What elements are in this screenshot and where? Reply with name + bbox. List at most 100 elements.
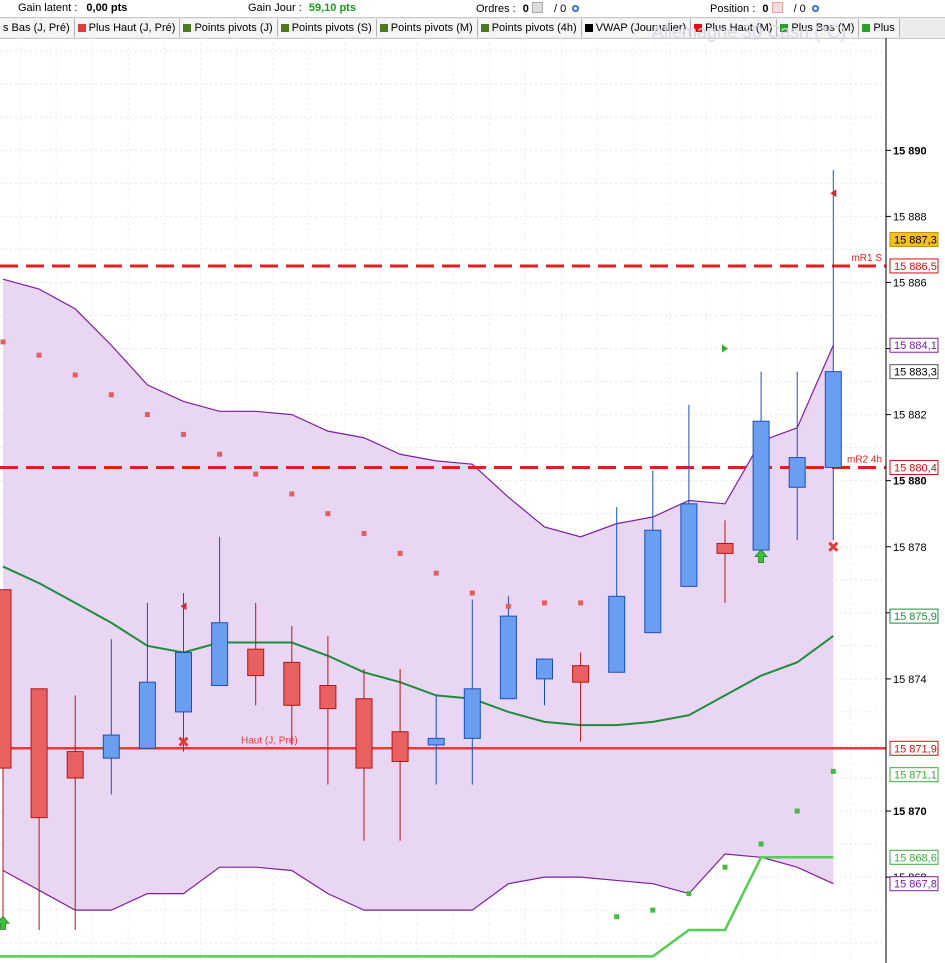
price-tag	[889, 740, 939, 756]
sar-dot	[72, 372, 78, 378]
indicator-tab-label: s Bas (J, Pré)	[3, 22, 70, 34]
indicator-color-swatch	[183, 24, 192, 32]
sell-cross-icon	[178, 736, 189, 747]
price-tag	[889, 337, 939, 353]
candle-body	[716, 542, 734, 554]
indicator-tab[interactable]: Points pivots (S)	[277, 19, 377, 37]
close-orders-icon[interactable]	[531, 2, 543, 13]
candle-body	[824, 371, 842, 468]
indicator-tab-label: Plus Haut (M)	[705, 22, 773, 34]
indicator-tabs: s Bas (J, Pré) Plus Haut (J, Pré) Points p…	[0, 17, 945, 39]
indicator-tab-label: Points pivots (M)	[390, 22, 473, 34]
price-tag	[889, 232, 939, 248]
sar-dot	[253, 471, 259, 477]
candle-body	[499, 615, 517, 700]
indicator-tab[interactable]: VWAP (Journalier)	[581, 19, 692, 37]
gear-icon[interactable]	[570, 3, 581, 14]
sar-dot	[830, 768, 836, 774]
envelope-upper-line	[2, 278, 834, 538]
buy-arrow-icon	[0, 915, 10, 930]
candle-body	[680, 503, 698, 587]
sar-dot	[144, 412, 150, 418]
sar-dot	[325, 511, 331, 517]
price-tag-label: 15 883,3	[894, 367, 937, 379]
sar-dot	[0, 339, 6, 345]
indicator-tab[interactable]: s Bas (J, Pré)	[0, 19, 75, 37]
price-tag	[889, 258, 939, 274]
price-tag	[889, 767, 939, 783]
candle-body	[608, 595, 626, 673]
candle-body	[30, 688, 48, 819]
lowest-low-line	[0, 856, 834, 958]
candle-body	[572, 665, 590, 683]
price-tag-label: 15 887,3	[894, 235, 937, 247]
candle-body	[536, 658, 553, 680]
sar-dot	[108, 392, 114, 398]
sar-dot	[217, 451, 223, 457]
sar-dot	[361, 531, 367, 537]
indicator-color-swatch	[862, 24, 871, 32]
price-tag-label: 15 867,8	[894, 879, 937, 891]
indicator-tab[interactable]: Plus Haut (M)	[691, 19, 778, 37]
signal-triangle-icon	[180, 602, 187, 611]
pivot-line-label: mR2 4h	[847, 454, 882, 465]
sar-dot	[578, 600, 584, 606]
price-tag-label: 15 875,9	[894, 611, 937, 623]
indicator-color-swatch	[584, 24, 593, 32]
price-tag	[889, 876, 939, 892]
price-tag	[889, 459, 939, 475]
indicator-color-swatch	[780, 24, 789, 32]
price-tag	[889, 364, 939, 380]
price-tick-label: 15 888	[893, 211, 927, 223]
candle-body	[175, 651, 192, 713]
candle-body	[644, 529, 662, 634]
signal-triangle-icon	[722, 344, 728, 353]
candle-body	[463, 688, 481, 739]
indicator-tab[interactable]: Points pivots (4h)	[477, 19, 582, 37]
gear-icon[interactable]	[810, 3, 821, 14]
gain-jour: Gain Jour : 59,10 pts	[248, 2, 356, 14]
signal-triangle-icon	[830, 189, 837, 198]
sar-dot	[758, 841, 764, 847]
candle-body	[355, 698, 373, 769]
indicator-tab-label: Points pivots (4h)	[491, 22, 577, 34]
high-line-label: Haut (J, Pré)	[241, 735, 298, 746]
pivot-line-label: mR1 S	[851, 253, 882, 264]
candle-body	[211, 622, 229, 686]
candle-body	[102, 734, 120, 759]
indicator-tab[interactable]: Plus	[859, 19, 900, 37]
sar-dot	[397, 550, 403, 556]
candle-body	[752, 420, 770, 551]
indicator-tab[interactable]: Plus Haut (J, Pré)	[74, 19, 181, 37]
indicator-tab-label: Points pivots (S)	[291, 22, 372, 34]
sar-dot	[794, 808, 800, 814]
candle-body	[427, 737, 445, 746]
sar-dot	[289, 491, 295, 497]
indicator-tab[interactable]: Points pivots (J)	[180, 19, 278, 37]
indicator-color-swatch	[379, 24, 388, 32]
sar-dot	[505, 603, 511, 609]
price-tag	[889, 608, 939, 624]
price-tag-label: 15 884,1	[894, 340, 937, 352]
indicator-tab[interactable]: Points pivots (M)	[376, 19, 478, 37]
price-tag-label: 15 886,5	[894, 261, 937, 273]
sar-dot	[181, 431, 186, 437]
ordres: Ordres : 0 / 0	[476, 2, 581, 15]
candle-body	[0, 589, 12, 769]
price-tick-label: 15 880	[893, 476, 927, 488]
gain-latent: Gain latent : 0,00 pts	[18, 2, 128, 14]
indicator-tab[interactable]: Plus Bas (M)	[777, 19, 860, 37]
candle-body	[319, 685, 337, 710]
candle-body	[788, 457, 806, 488]
sar-dot	[542, 600, 547, 606]
sar-dot	[722, 864, 728, 870]
candle-body	[283, 661, 301, 706]
indicator-tab-label: Plus Bas (M)	[791, 22, 855, 34]
account-status-bar: Gain latent : 0,00 pts Gain Jour : 59,10…	[0, 0, 945, 17]
chart-watermark: Allemagne 30 Cash (*C)	[652, 22, 847, 42]
price-tick-label: 15 870	[893, 806, 927, 818]
candles	[0, 170, 842, 930]
sar-dot	[36, 352, 42, 358]
close-positions-icon[interactable]	[771, 2, 783, 13]
